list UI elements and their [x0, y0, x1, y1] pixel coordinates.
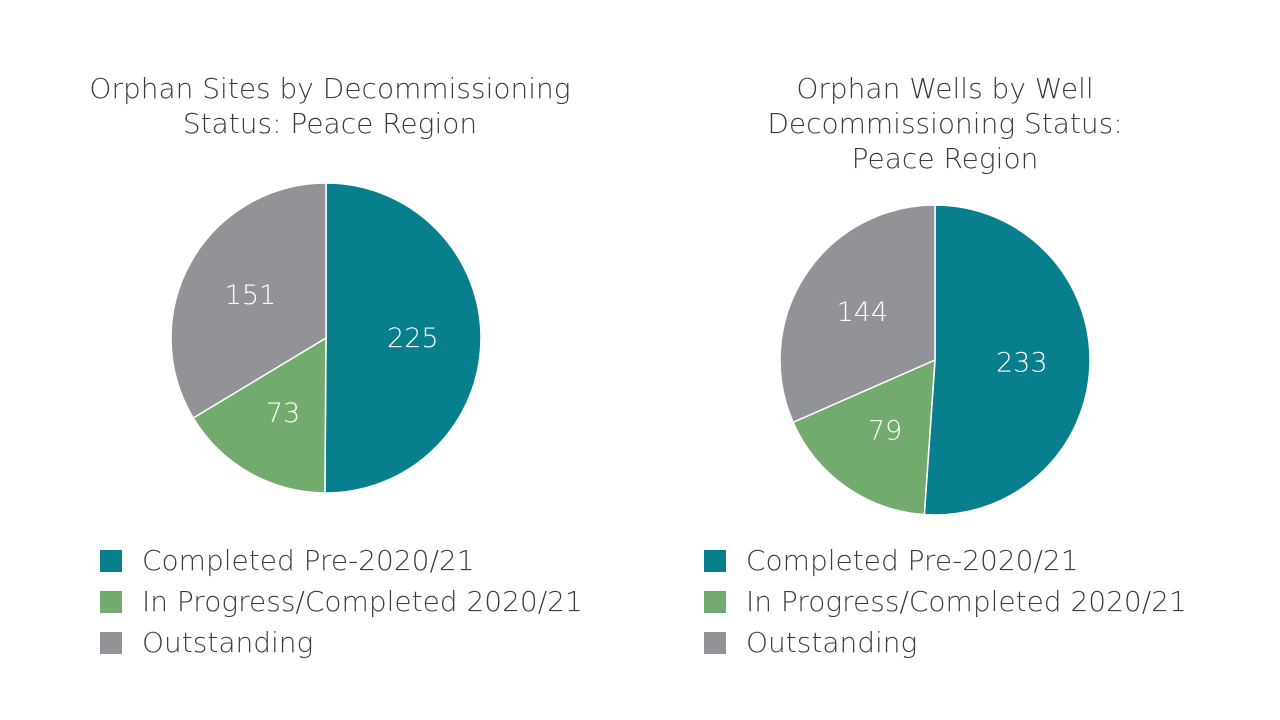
slice-value-label-in-progress: 79	[868, 415, 902, 446]
legend-label: Completed Pre-2020/21	[142, 544, 475, 577]
slice-value-label-completed: 225	[387, 323, 439, 354]
legend-swatch-in-progress	[100, 590, 122, 613]
legend-item-completed: Completed Pre-2020/21	[704, 540, 1187, 581]
chart-title-line: Status: Peace Region	[182, 107, 478, 140]
legend-label: In Progress/Completed 2020/21	[142, 585, 583, 618]
legend-swatch-in-progress	[704, 590, 726, 613]
chart-title: Orphan Wells by Well Decommissioning Sta…	[640, 71, 1250, 176]
slice-value-label-outstanding: 144	[837, 297, 889, 328]
legend-item-outstanding: Outstanding	[100, 622, 583, 663]
legend-label: Completed Pre-2020/21	[746, 544, 1079, 577]
pie-slice-outstanding	[170, 182, 327, 420]
legend-item-in-progress: In Progress/Completed 2020/21	[100, 581, 583, 622]
legend-label: Outstanding	[746, 626, 918, 659]
slice-value-label-completed: 233	[996, 347, 1048, 378]
chart-title-line: Peace Region	[851, 142, 1039, 175]
pie-slice-completed	[923, 204, 1091, 516]
pie-slice-in-progress	[792, 358, 936, 516]
pie-slice-outstanding	[779, 204, 936, 424]
chart-panel-wells: Orphan Wells by Well Decommissioning Sta…	[640, 0, 1280, 720]
legend-swatch-completed	[704, 549, 726, 572]
legend-swatch-outstanding	[704, 631, 726, 654]
chart-title-line: Decommissioning Status:	[767, 107, 1123, 140]
chart-legend: Completed Pre-2020/21 In Progress/Comple…	[704, 540, 1187, 663]
legend-label: Outstanding	[142, 626, 314, 659]
chart-title-line: Orphan Sites by Decommissioning	[89, 72, 571, 105]
chart-legend: Completed Pre-2020/21 In Progress/Comple…	[100, 540, 583, 663]
legend-item-outstanding: Outstanding	[704, 622, 1187, 663]
legend-item-in-progress: In Progress/Completed 2020/21	[704, 581, 1187, 622]
legend-item-completed: Completed Pre-2020/21	[100, 540, 583, 581]
pie-slice-in-progress	[192, 336, 327, 494]
chart-panel-sites: Orphan Sites by Decommissioning Status: …	[20, 71, 640, 663]
slice-value-label-outstanding: 151	[225, 280, 277, 311]
pie-slice-completed	[324, 182, 482, 494]
pie-chart-wells: 233 79 144	[779, 204, 1091, 516]
chart-title: Orphan Sites by Decommissioning Status: …	[20, 71, 640, 141]
legend-swatch-completed	[100, 549, 122, 572]
legend-label: In Progress/Completed 2020/21	[746, 585, 1187, 618]
chart-title-line: Orphan Wells by Well	[796, 72, 1094, 105]
legend-swatch-outstanding	[100, 631, 122, 654]
pie-chart-sites: 225 73 151	[170, 182, 482, 494]
slice-value-label-in-progress: 73	[266, 398, 300, 429]
